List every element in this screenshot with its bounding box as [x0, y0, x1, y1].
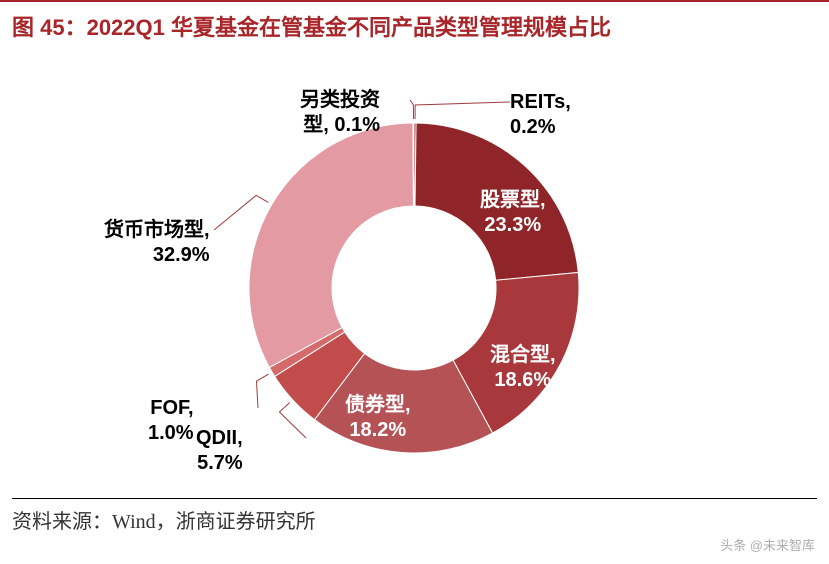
slice-label-equity: 股票型,23.3%: [480, 188, 546, 238]
slice-label-bond: 债券型,18.2%: [345, 393, 411, 443]
leader-fof: [256, 374, 268, 408]
slice-label-reits: REITs,0.2%: [510, 90, 571, 140]
leader-money: [214, 195, 268, 230]
slice-label-fof: FOF,1.0%: [148, 396, 194, 446]
source-text: 资料来源：Wind，浙商证券研究所: [0, 499, 829, 534]
donut-hole: [332, 206, 496, 370]
chart-title: 图 45：2022Q1 华夏基金在管基金不同产品类型管理规模占比: [12, 10, 817, 42]
slice-label-mixed: 混合型,18.6%: [490, 343, 556, 393]
donut-svg: [0, 48, 829, 498]
leader-alt: [410, 100, 413, 119]
slice-label-money: 货币市场型,32.9%: [104, 218, 210, 268]
slice-label-qdii: QDII,5.7%: [196, 426, 243, 476]
leader-reits: [415, 102, 510, 119]
watermark: 头条 @未来智库: [720, 535, 815, 554]
chart-title-bar: 图 45：2022Q1 华夏基金在管基金不同产品类型管理规模占比: [0, 0, 829, 48]
donut-chart: REITs,0.2% 股票型,23.3% 混合型,18.6% 债券型,18.2% QDI…: [0, 48, 829, 498]
slice-alt: [413, 123, 414, 206]
slice-label-alt: 另类投资型, 0.1%: [300, 88, 380, 138]
